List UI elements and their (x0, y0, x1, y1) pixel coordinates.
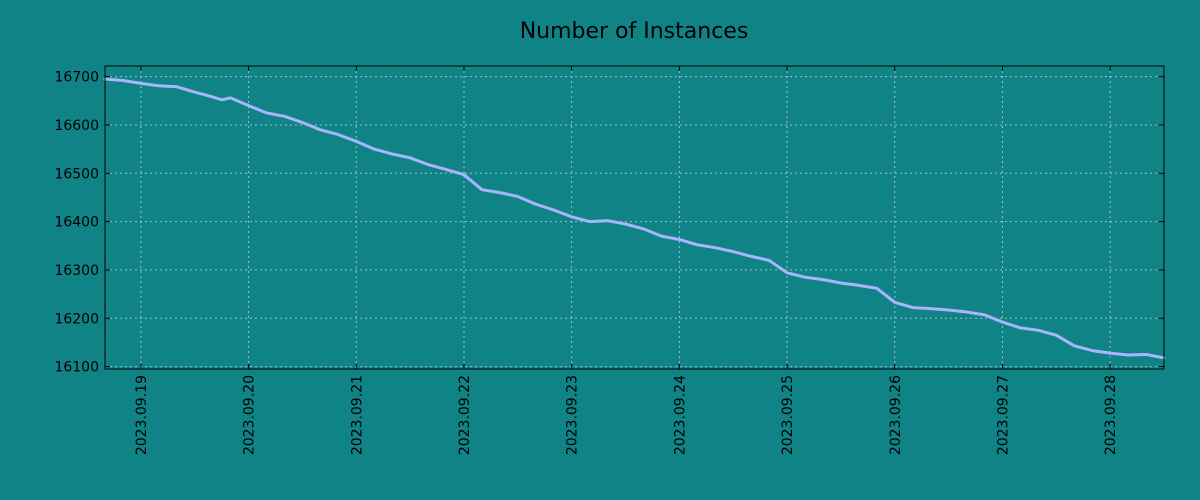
plot-area-frame (104, 65, 1165, 370)
x-tick-label: 2023.09.21 (349, 375, 365, 455)
chart-title: Number of Instances (520, 19, 749, 44)
x-tick-label: 2023.09.28 (1103, 375, 1119, 455)
y-tick-label: 16300 (54, 263, 99, 279)
y-tick-label: 16600 (54, 118, 99, 134)
x-tick-label: 2023.09.24 (672, 375, 688, 455)
x-tick-label: 2023.09.26 (888, 375, 904, 455)
x-tick-label: 2023.09.22 (457, 375, 473, 455)
x-tick-label: 2023.09.27 (995, 375, 1011, 455)
y-tick-label: 16500 (54, 166, 99, 182)
y-tick-label: 16700 (54, 70, 99, 86)
y-tick-label: 16200 (54, 311, 99, 327)
y-tick-label: 16400 (54, 215, 99, 231)
axis-ticks: 16100 16200 16300 16400 16500 16600 16700 2023.… (54, 66, 1164, 455)
x-tick-label: 2023.09.23 (565, 375, 581, 455)
x-tick-label: 2023.09.19 (134, 375, 150, 455)
y-tick-label: 16100 (54, 360, 99, 376)
x-tick-label: 2023.09.20 (242, 375, 258, 455)
x-tick-label: 2023.09.25 (780, 375, 796, 455)
series-line (103, 77, 1166, 360)
series-layer (103, 77, 1166, 360)
